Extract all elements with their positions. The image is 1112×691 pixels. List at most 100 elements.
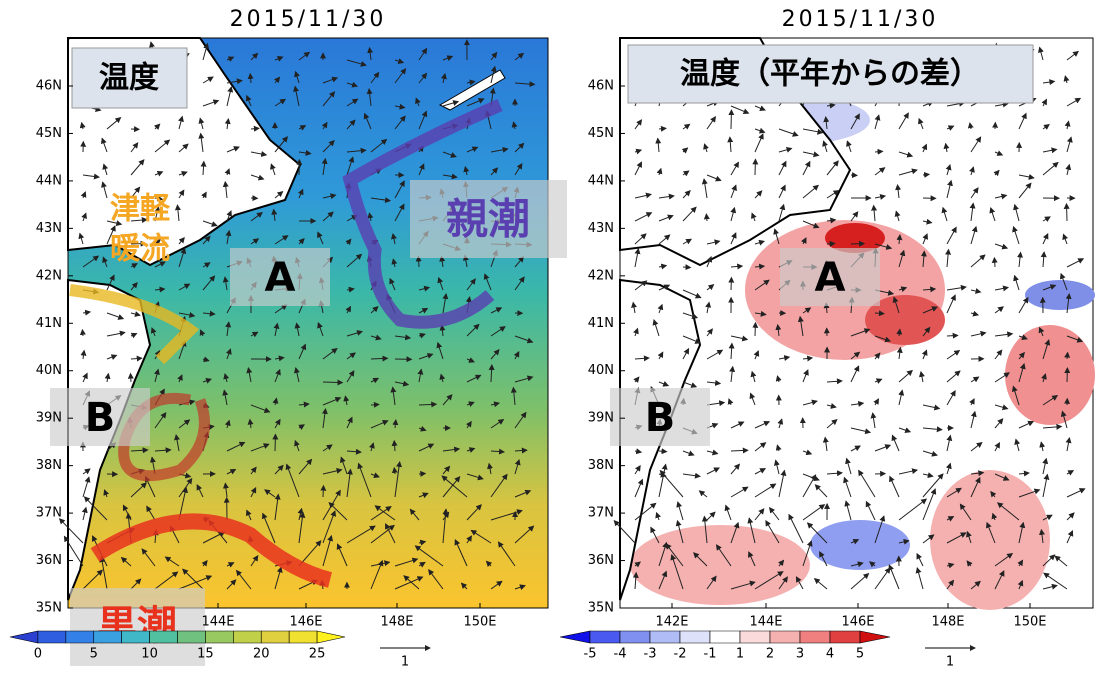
lat-tick-label: 37N [588,506,614,521]
lat-tick-label: 36N [36,553,62,568]
lon-tick-label: 150E [1013,615,1046,630]
wind-vector [323,382,342,383]
annotation: B [85,395,116,441]
colorbar-label: -1 [704,647,717,662]
wind-vector [418,256,419,267]
wind-vector [323,486,324,497]
colorbar-label: 2 [766,647,774,662]
lon-tick-label: 150E [463,615,496,630]
colorbar-segment [590,631,620,643]
lat-tick-label: 46N [36,79,62,94]
wind-vector [371,404,379,405]
colorbar-label: -4 [614,647,627,662]
lat-tick-label: 39N [588,411,614,426]
colorbar-segment [860,631,890,643]
colorbar-segment [650,631,680,643]
colorbar-label: 1 [736,647,744,662]
lat-tick-label: 44N [36,173,62,188]
annotation: A [265,255,296,301]
lat-tick-label: 45N [588,126,614,141]
colorbar-label: -2 [674,647,687,662]
lat-tick-label: 42N [588,268,614,283]
annotation: A [815,255,846,301]
colorbar-segment [289,631,317,643]
colorbar-segment [66,631,94,643]
lat-tick-label: 43N [36,221,62,236]
lon-tick-label: 148E [380,615,413,630]
colorbar-label: -3 [644,647,657,662]
lon-tick-label: 146E [841,615,874,630]
lat-tick-label: 35N [36,601,62,616]
lat-tick-label: 37N [36,506,62,521]
colorbar-segment [740,631,770,643]
wind-vector [1067,353,1068,359]
colorbar-label: 10 [141,647,158,662]
colorbar-label: 5 [90,647,98,662]
lat-tick-label: 46N [588,79,614,94]
colorbar-segment [620,631,650,643]
colorbar-label: 25 [309,647,326,662]
colorbar-segment [178,631,206,643]
lat-tick-label: 41N [588,316,614,331]
wind-vector [419,473,425,474]
warm-anomaly [630,525,810,605]
wind-vector [947,335,958,336]
annotation: 津軽 [110,192,171,227]
lat-tick-label: 38N [36,458,62,473]
lon-tick-label: 144E [201,615,234,630]
wind-vector [82,330,83,336]
colorbar-label: -5 [584,647,597,662]
colorbar-segment [830,631,860,643]
colorbar-label: 4 [826,647,834,662]
colorbar-segment [317,631,345,643]
colorbar-segment [122,631,150,643]
warm-anomaly [1005,325,1095,425]
wind-vector [251,128,259,129]
lat-tick-label: 45N [36,126,62,141]
lat-tick-label: 40N [588,363,614,378]
wind-vector [875,151,883,152]
lat-tick-label: 44N [588,173,614,188]
colorbar-label: 20 [253,647,270,662]
colorbar-segment [770,631,800,643]
colorbar-segment [800,631,830,643]
panel-date: 2015/11/30 [230,7,387,32]
lat-tick-label: 36N [588,553,614,568]
lat-tick-label: 43N [588,221,614,236]
cold-anomaly [1025,280,1095,310]
annotation: 親潮 [446,195,530,244]
vector-scale-label: 1 [946,655,954,670]
wind-vector [659,128,666,129]
lon-tick-label: 148E [931,615,964,630]
lat-tick-label: 41N [36,316,62,331]
colorbar-label: 3 [796,647,804,662]
wind-vector [875,313,884,314]
lat-tick-label: 42N [36,268,62,283]
lon-tick-label: 146E [289,615,322,630]
colorbar-label: 5 [856,647,864,662]
lat-tick-label: 39N [36,411,62,426]
panel-label: 温度（平年からの差） [680,57,980,92]
lat-tick-label: 38N [588,458,614,473]
panel-date: 2015/11/30 [782,7,939,32]
vector-scale-label: 1 [401,655,409,670]
colorbar-segment [560,631,590,643]
colorbar-segment [10,631,38,643]
wind-vector [827,243,835,244]
colorbar-segment [38,631,66,643]
annotation: B [645,395,676,441]
colorbar-segment [680,631,710,643]
wind-vector [994,258,995,267]
lon-tick-label: 144E [749,615,782,630]
colorbar-segment [261,631,289,643]
wind-vector [683,267,690,268]
colorbar-segment [710,631,740,643]
colorbar-segment [233,631,261,643]
wind-vector [371,358,387,359]
warm-anomaly [930,470,1050,610]
colorbar-segment [205,631,233,643]
wind-vector [706,214,707,221]
colorbar-segment [94,631,122,643]
colorbar-segment [150,631,178,643]
colorbar-label: 15 [197,647,214,662]
